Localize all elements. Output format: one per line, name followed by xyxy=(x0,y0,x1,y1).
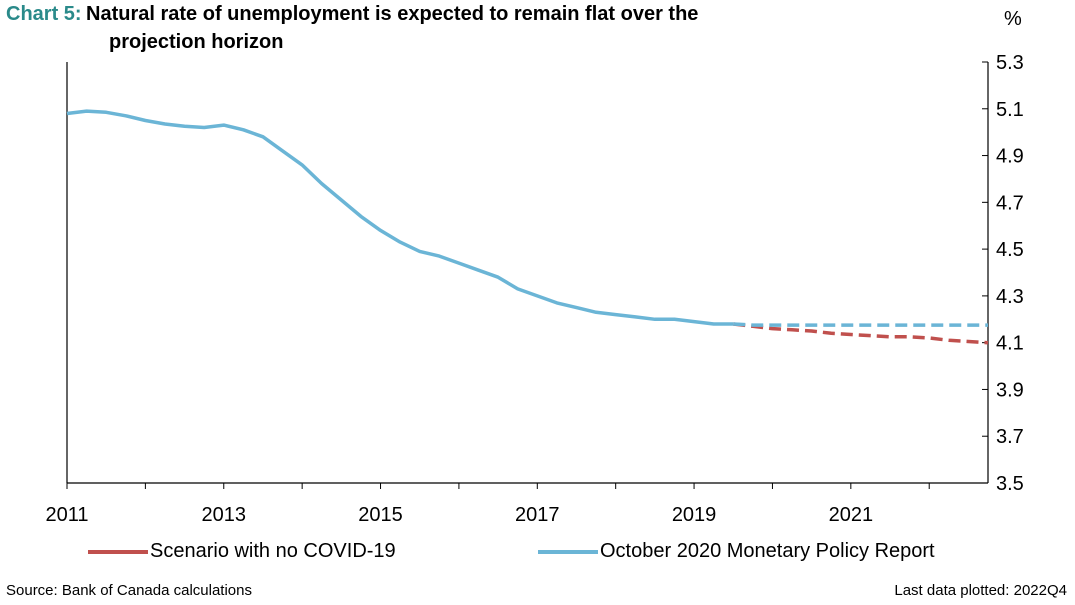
x-tick-label: 2019 xyxy=(672,504,717,526)
y-tick-label: 4.3 xyxy=(996,286,1024,308)
axes: 5.3 5.1 4.9 4.7 4.5 4.3 4.1 3.9 3.7 3.5 2011 2013 20… xyxy=(45,52,1023,526)
y-tick-label: 5.3 xyxy=(996,52,1024,74)
legend-swatch-blue xyxy=(538,549,598,554)
title-line-2: projection horizon xyxy=(109,31,284,53)
x-tick-label: 2015 xyxy=(358,504,403,526)
last-data-note: Last data plotted: 2022Q4 xyxy=(894,582,1067,599)
line-chart: 5.3 5.1 4.9 4.7 4.5 4.3 4.1 3.9 3.7 3.5 2011 2013 20… xyxy=(45,52,1023,526)
title-text-1: Natural rate of unemployment is expected… xyxy=(86,3,699,25)
legend: Scenario with no COVID-19 October 2020 M… xyxy=(0,540,1075,568)
title-line-1: Chart 5: Natural rate of unemployment is… xyxy=(6,2,698,26)
y-tick-label: 4.7 xyxy=(996,192,1024,214)
y-tick-label: 4.1 xyxy=(996,333,1024,355)
y-tick-label: 3.7 xyxy=(996,426,1024,448)
y-tick-label: 5.1 xyxy=(996,99,1024,121)
legend-item-mpr: October 2020 Monetary Policy Report xyxy=(538,540,935,563)
legend-label-no-covid: Scenario with no COVID-19 xyxy=(150,540,396,562)
series-line-mpr-history xyxy=(66,109,734,326)
y-tick-label: 3.9 xyxy=(996,379,1024,401)
x-tick-label: 2021 xyxy=(829,504,874,526)
x-tick-label: 2017 xyxy=(515,504,560,526)
y-tick-label: 4.5 xyxy=(996,239,1024,261)
chart-number-label: Chart 5: xyxy=(6,3,82,25)
x-tick-label: 2013 xyxy=(202,504,247,526)
series-lines xyxy=(66,109,989,345)
legend-swatch-red xyxy=(88,549,148,554)
source-note: Source: Bank of Canada calculations xyxy=(6,582,252,599)
series-line-mpr-projection xyxy=(733,322,988,327)
series-line-no-covid xyxy=(733,322,989,345)
x-tick-label: 2011 xyxy=(45,504,88,526)
y-axis-unit: % xyxy=(1004,8,1022,30)
legend-label-mpr: October 2020 Monetary Policy Report xyxy=(600,540,935,562)
y-tick-label: 3.5 xyxy=(996,473,1024,495)
y-tick-label: 4.9 xyxy=(996,146,1024,168)
legend-item-no-covid: Scenario with no COVID-19 xyxy=(88,540,396,563)
